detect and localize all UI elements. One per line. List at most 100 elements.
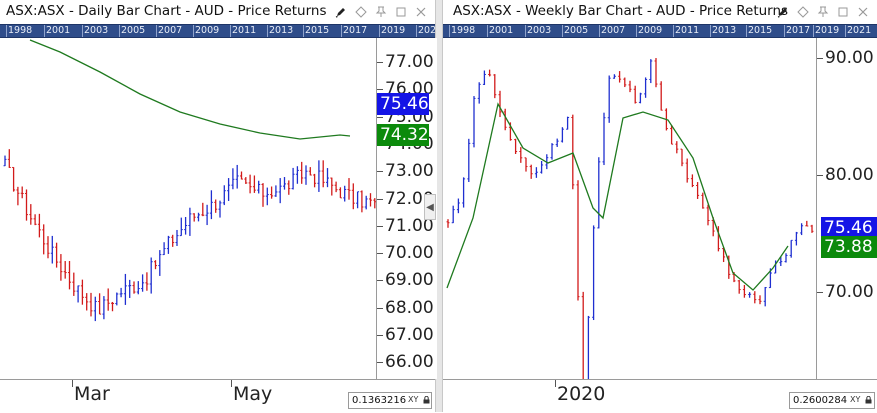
daily-chart-panel[interactable]: ASX:ASX - Daily Bar Chart - AUD - Price …: [0, 0, 437, 413]
year-label[interactable]: 2017: [343, 25, 368, 36]
year-label[interactable]: 1998: [451, 25, 476, 36]
x-axis-label-may: May: [233, 383, 273, 405]
year-label[interactable]: 202: [418, 25, 435, 36]
year-label[interactable]: 2021: [847, 25, 872, 36]
price-bar: [587, 315, 590, 379]
panel-divider[interactable]: [436, 0, 442, 412]
year-label[interactable]: 2013: [712, 25, 737, 36]
price-bar: [451, 205, 455, 224]
pin-icon[interactable]: [813, 3, 833, 21]
pin-icon[interactable]: [371, 3, 391, 21]
year-label[interactable]: 2017: [786, 25, 811, 36]
year-label[interactable]: 1998: [8, 25, 33, 36]
year-label[interactable]: 2015: [748, 25, 773, 36]
price-plot-area[interactable]: [0, 38, 376, 379]
price-bar: [214, 199, 218, 213]
year-label[interactable]: 2009: [195, 25, 220, 36]
y-tick-label: 70.00: [825, 282, 874, 302]
year-label[interactable]: 2019: [815, 25, 840, 36]
moving-average-line: [446, 102, 789, 291]
year-label[interactable]: 2005: [564, 25, 589, 36]
pencil-icon[interactable]: [331, 3, 351, 21]
x-axis[interactable]: Mar May 0.1363216 XY: [0, 379, 435, 413]
price-bar: [654, 58, 658, 88]
price-bar: [106, 288, 110, 311]
price-bar: [670, 125, 674, 145]
year-label[interactable]: 2013: [269, 25, 294, 36]
scroll-left-arrow[interactable]: ◀: [424, 194, 436, 220]
price-bar: [145, 272, 149, 291]
pencil-icon[interactable]: [773, 3, 793, 21]
moving-average-line: [29, 39, 351, 140]
price-bar: [33, 214, 37, 226]
price-bar: [132, 281, 136, 294]
y-tick-label: 73.00: [385, 161, 434, 182]
price-bar: [80, 279, 84, 305]
year-navigator-bar[interactable]: 1998 2001 2003 2005 2007 2009 2011 2013 2015 2017…: [0, 24, 435, 38]
price-bar: [514, 138, 518, 155]
weekly-chart-panel[interactable]: ASX:ASX - Weekly Bar Chart - AUD - Price…: [442, 0, 877, 413]
price-bar: [581, 291, 584, 379]
scale-value: 0.2600284: [793, 395, 848, 406]
scale-value: 0.1363216: [352, 395, 407, 406]
price-bar: [111, 301, 114, 312]
x-axis[interactable]: 2020 0.2600284 XY: [443, 379, 877, 413]
scale-box[interactable]: 0.1363216: [348, 392, 432, 409]
price-bar: [93, 296, 97, 322]
lock-icon[interactable]: [423, 396, 430, 404]
year-label[interactable]: 2001: [46, 25, 71, 36]
y-tick-label: 66.00: [385, 352, 434, 373]
price-bar: [524, 157, 528, 172]
year-label[interactable]: 2005: [121, 25, 146, 36]
price-bar: [313, 173, 317, 188]
price-bar: [222, 185, 226, 206]
price-bar: [261, 183, 265, 207]
price-bar: [612, 74, 616, 79]
price-bar: [602, 112, 606, 166]
year-label[interactable]: 2003: [84, 25, 109, 36]
year-label[interactable]: 2007: [601, 25, 626, 36]
price-bar: [188, 207, 192, 236]
price-bar: [555, 138, 559, 147]
price-plot-area[interactable]: [443, 38, 816, 379]
price-bar: [115, 292, 119, 306]
year-label[interactable]: 2003: [527, 25, 552, 36]
price-bar: [227, 178, 231, 201]
price-bar: [102, 296, 106, 320]
xy-label: XY: [408, 395, 419, 404]
price-bar: [360, 190, 364, 213]
lock-icon[interactable]: [865, 396, 872, 404]
diamond-icon[interactable]: [793, 3, 813, 21]
year-navigator-bar[interactable]: 1998 2001 2003 2005 2007 2009 2011 2013 2015 2017…: [443, 24, 877, 38]
price-bar: [373, 198, 376, 209]
price-bar: [55, 242, 59, 268]
price-bar: [638, 92, 642, 104]
year-label[interactable]: 2011: [675, 25, 700, 36]
y-axis[interactable]: 90.00 80.00 70.00: [816, 38, 877, 379]
y-tick-label: 77.00: [385, 52, 434, 72]
price-bar: [369, 193, 372, 207]
price-bar: [248, 174, 252, 194]
year-label[interactable]: 2007: [158, 25, 183, 36]
diamond-icon[interactable]: [351, 3, 371, 21]
price-bar: [789, 239, 793, 258]
price-bar: [68, 261, 71, 290]
price-bar: [317, 160, 321, 192]
maximize-icon[interactable]: [391, 3, 411, 21]
maximize-icon[interactable]: [833, 3, 853, 21]
year-label[interactable]: 2009: [638, 25, 663, 36]
price-bar: [550, 143, 554, 160]
price-bar: [50, 235, 54, 264]
year-label[interactable]: 2001: [489, 25, 514, 36]
price-bar: [706, 204, 710, 226]
year-label[interactable]: 2015: [305, 25, 330, 36]
price-bar: [680, 148, 684, 167]
scale-box[interactable]: 0.2600284: [789, 392, 875, 409]
chart-title: ASX:ASX - Daily Bar Chart - AUD - Price …: [6, 3, 327, 19]
close-icon[interactable]: [853, 3, 873, 21]
year-label[interactable]: 2019: [381, 25, 406, 36]
price-bar: [278, 178, 282, 204]
close-icon[interactable]: [411, 3, 431, 21]
price-bar: [659, 81, 663, 111]
year-label[interactable]: 2011: [232, 25, 257, 36]
